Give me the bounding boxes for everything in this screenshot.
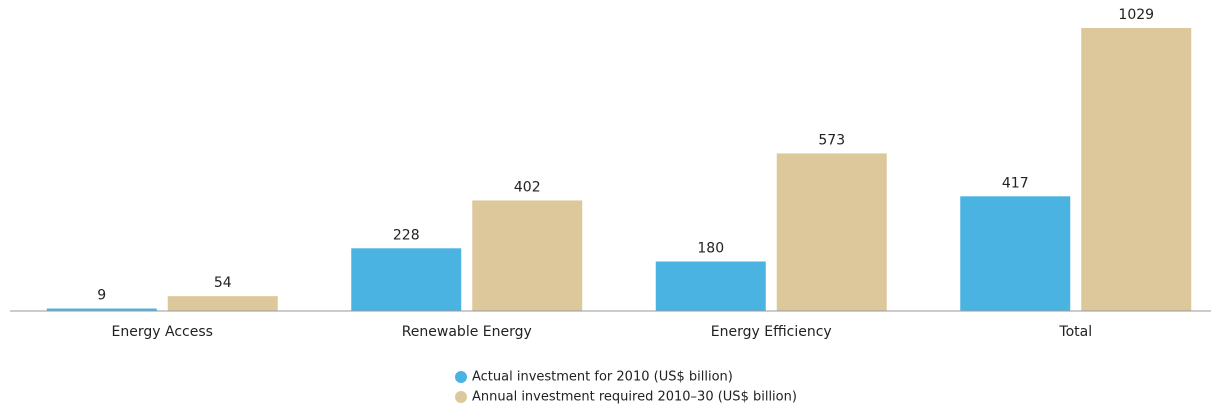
value-label: 228 [393,227,420,243]
value-label: 417 [1002,175,1029,191]
bar [776,153,887,311]
value-label: 573 [818,132,845,148]
x-tick-label: Energy Efficiency [711,324,832,340]
bar [655,261,766,311]
bar [351,248,462,311]
value-label: 180 [697,240,724,256]
bar [167,296,278,311]
x-tick-label: Energy Access [112,324,213,340]
legend-label: Actual investment for 2010 (US$ billion) [472,370,733,385]
bar [1081,28,1192,311]
legend-swatch [455,391,467,403]
value-label: 1029 [1118,7,1154,23]
bar [472,200,583,311]
x-tick-label: Renewable Energy [402,324,532,340]
value-label: 9 [97,288,106,304]
value-label: 402 [514,179,541,195]
value-label: 54 [214,275,232,291]
bar [960,196,1071,311]
x-tick-label: Total [1058,324,1092,340]
legend-label: Annual investment required 2010–30 (US$ … [472,390,797,405]
legend-swatch [455,371,467,383]
bar [46,308,157,311]
